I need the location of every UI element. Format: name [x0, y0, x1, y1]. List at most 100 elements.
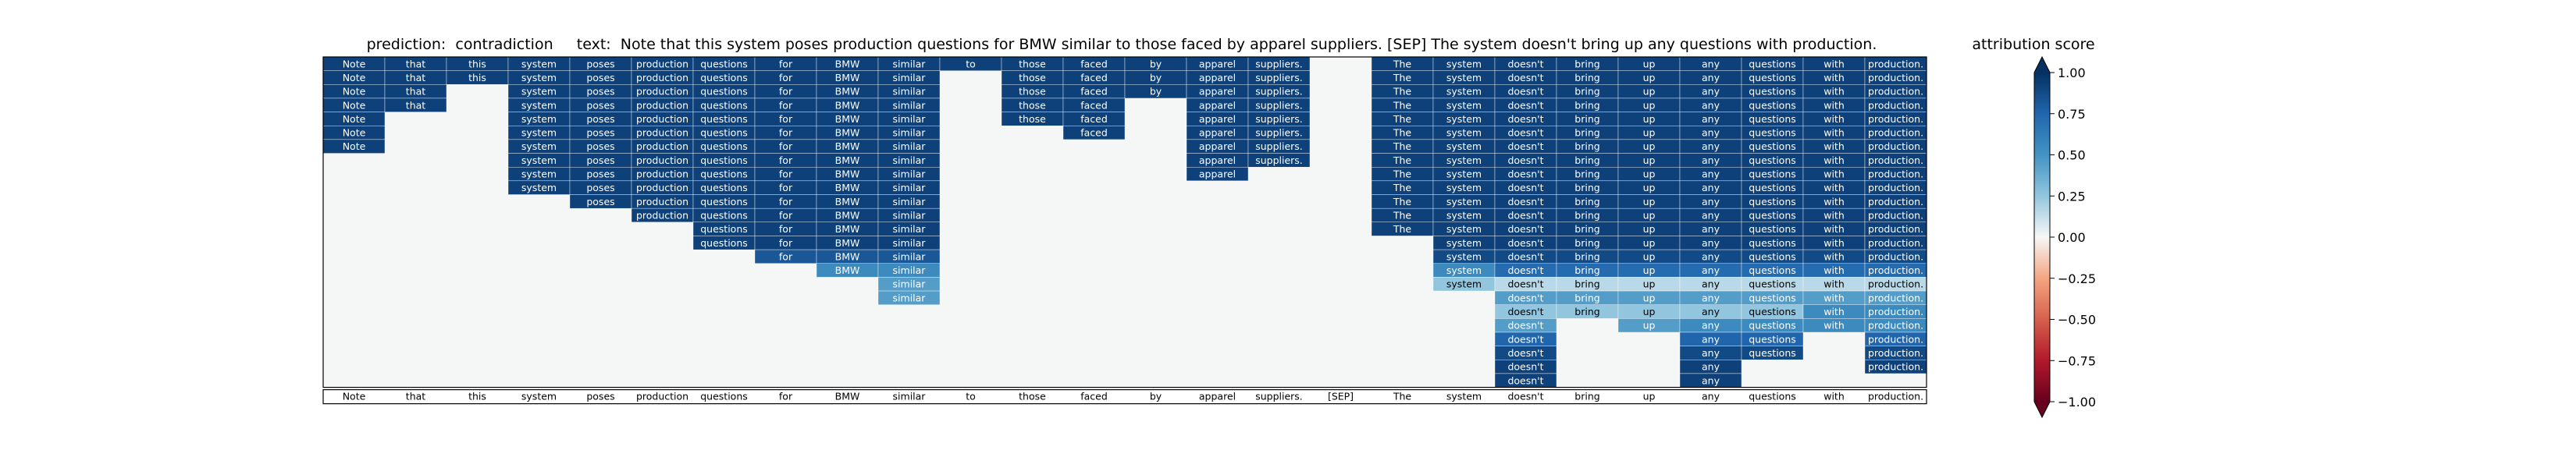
- token-axis-label: to: [966, 391, 976, 402]
- token-axis-label: questions: [700, 391, 748, 402]
- cell-token-label: questions: [1749, 168, 1796, 180]
- cell-token-label: poses: [586, 196, 614, 207]
- cell-token-label: apparel: [1199, 86, 1236, 98]
- cell-token-label: suppliers.: [1255, 72, 1303, 83]
- cell-token-label: questions: [1749, 264, 1796, 276]
- cell-token-label: production: [636, 182, 688, 193]
- cell-token-label: production.: [1868, 264, 1923, 276]
- cell-token-label: questions: [1749, 209, 1796, 221]
- cell-token-label: BMW: [835, 99, 860, 111]
- cell-token-label: poses: [586, 182, 614, 193]
- cell-token-label: system: [521, 154, 557, 166]
- cell-token-label: with: [1823, 264, 1845, 276]
- chart-title: prediction: contradiction text: Note tha…: [366, 36, 1877, 53]
- cell-token-label: for: [779, 72, 793, 83]
- cell-token-label: The: [1393, 182, 1412, 193]
- cell-token-label: up: [1643, 58, 1656, 69]
- cell-token-label: similar: [893, 223, 927, 235]
- cell-token-label: up: [1643, 250, 1656, 262]
- cell-token-label: Note: [343, 72, 366, 83]
- cell-token-label: system: [521, 86, 557, 98]
- cell-token-label: questions: [700, 237, 748, 249]
- cell-token-label: those: [1019, 113, 1046, 125]
- cell-token-label: any: [1702, 237, 1720, 249]
- cell-token-label: any: [1702, 361, 1720, 373]
- cell-token-label: production: [636, 168, 688, 180]
- heatmap-cell: [1186, 166, 1249, 182]
- cell-token-label: system: [521, 168, 557, 180]
- cell-token-label: system: [1446, 72, 1482, 83]
- cell-token-label: system: [1446, 250, 1482, 262]
- cell-token-label: production.: [1868, 168, 1923, 180]
- cell-token-label: similar: [893, 250, 927, 262]
- heatmap-cell: [384, 98, 447, 112]
- cell-token-label: questions: [1749, 250, 1796, 262]
- cell-token-label: similar: [893, 99, 927, 111]
- cell-token-label: apparel: [1199, 140, 1236, 152]
- cell-token-label: doesn't: [1507, 86, 1543, 98]
- token-axis-label: for: [779, 391, 793, 402]
- cell-token-label: BMW: [835, 154, 860, 166]
- cell-token-label: poses: [586, 99, 614, 111]
- cell-token-label: bring: [1574, 237, 1599, 249]
- cell-token-label: doesn't: [1507, 182, 1543, 193]
- cell-token-label: that: [406, 58, 425, 69]
- cell-token-label: faced: [1080, 86, 1108, 98]
- cell-token-label: up: [1643, 223, 1656, 235]
- cell-token-label: system: [1446, 99, 1482, 111]
- cell-token-label: by: [1150, 72, 1162, 83]
- token-axis-label: apparel: [1199, 391, 1236, 402]
- cell-token-label: for: [779, 113, 793, 125]
- cell-token-label: suppliers.: [1255, 154, 1303, 166]
- cell-token-label: apparel: [1199, 154, 1236, 166]
- cell-token-label: for: [779, 237, 793, 249]
- token-axis-label: system: [1446, 391, 1482, 402]
- cell-token-label: bring: [1574, 127, 1599, 139]
- cell-token-label: for: [779, 140, 793, 152]
- cell-token-label: questions: [700, 86, 748, 98]
- cell-token-label: similar: [893, 168, 927, 180]
- cell-token-label: production: [636, 72, 688, 83]
- cell-token-label: The: [1393, 209, 1412, 221]
- heatmap-cell: [1062, 126, 1126, 140]
- cell-token-label: production.: [1868, 361, 1923, 373]
- cell-token-label: with: [1823, 127, 1845, 139]
- cell-token-label: for: [779, 223, 793, 235]
- cell-token-label: production.: [1868, 154, 1923, 166]
- cell-token-label: for: [779, 209, 793, 221]
- cell-token-label: for: [779, 168, 793, 180]
- cell-token-label: for: [779, 196, 793, 207]
- cell-token-label: production: [636, 99, 688, 111]
- cell-token-label: similar: [893, 140, 927, 152]
- cell-token-label: system: [1446, 264, 1482, 276]
- cell-token-label: production: [636, 58, 688, 69]
- cell-token-label: by: [1150, 58, 1162, 69]
- cell-token-label: similar: [893, 58, 927, 69]
- heatmap-frame: [322, 56, 1927, 388]
- cell-token-label: up: [1643, 196, 1656, 207]
- cell-token-label: bring: [1574, 58, 1599, 69]
- cell-token-label: any: [1702, 374, 1720, 386]
- cell-token-label: The: [1393, 113, 1412, 125]
- cell-token-label: any: [1702, 333, 1720, 345]
- cell-token-label: Note: [343, 99, 366, 111]
- cell-token-label: doesn't: [1507, 237, 1543, 249]
- cell-token-label: any: [1702, 154, 1720, 166]
- token-axis-label: by: [1150, 391, 1162, 402]
- cell-token-label: production.: [1868, 72, 1923, 83]
- cell-token-label: similar: [893, 127, 927, 139]
- cell-token-label: doesn't: [1507, 306, 1543, 317]
- heatmap-cell: [877, 290, 941, 305]
- cell-token-label: any: [1702, 320, 1720, 332]
- cell-token-label: system: [1446, 140, 1482, 152]
- cell-token-label: The: [1393, 196, 1412, 207]
- colorbar-tick-label: −0.25: [2058, 271, 2096, 286]
- cell-token-label: Note: [343, 127, 366, 139]
- cell-token-label: with: [1823, 154, 1845, 166]
- cell-token-label: poses: [586, 168, 614, 180]
- cell-token-label: up: [1643, 127, 1656, 139]
- cell-token-label: production.: [1868, 320, 1923, 332]
- cell-token-label: doesn't: [1507, 292, 1543, 303]
- cell-token-label: BMW: [835, 209, 860, 221]
